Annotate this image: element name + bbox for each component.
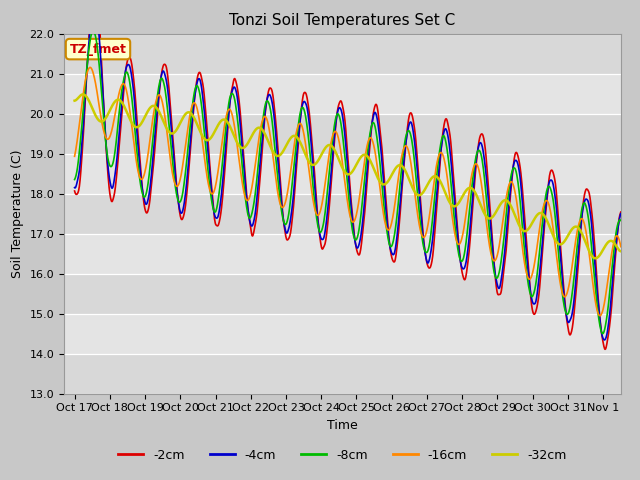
Bar — [64, 114, 621, 154]
Bar — [64, 34, 621, 73]
Text: TZ_fmet: TZ_fmet — [70, 43, 127, 56]
Title: Tonzi Soil Temperatures Set C: Tonzi Soil Temperatures Set C — [229, 13, 456, 28]
Bar — [64, 234, 621, 274]
Bar — [64, 154, 621, 193]
Bar — [64, 193, 621, 234]
Bar — [64, 354, 621, 394]
X-axis label: Time: Time — [327, 419, 358, 432]
Bar — [64, 313, 621, 354]
Legend: -2cm, -4cm, -8cm, -16cm, -32cm: -2cm, -4cm, -8cm, -16cm, -32cm — [113, 444, 572, 467]
Y-axis label: Soil Temperature (C): Soil Temperature (C) — [11, 149, 24, 278]
Bar — [64, 73, 621, 114]
Bar — [64, 274, 621, 313]
